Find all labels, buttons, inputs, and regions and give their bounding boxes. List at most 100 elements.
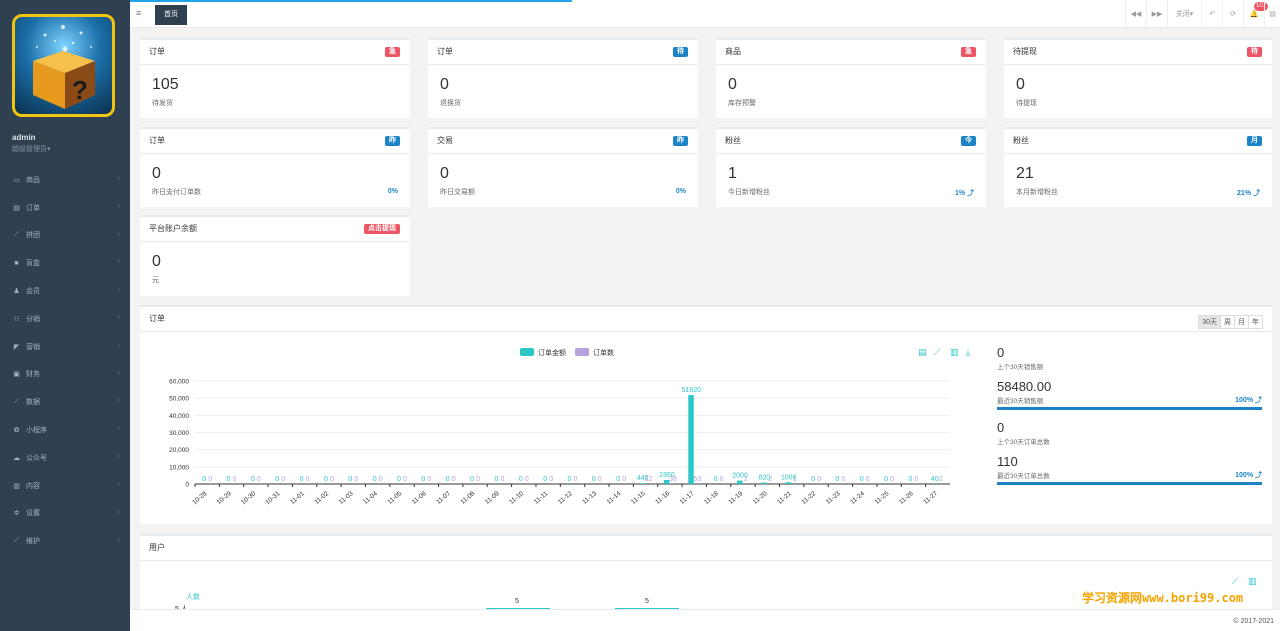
sidebar-item-finance[interactable]: ▣ 财务 ‹ [0,361,130,389]
pending-tag: 待 [673,47,688,57]
sidebar-item-label: 盲盒 [26,260,40,268]
sidebar-item-distribution[interactable]: ⚇ 分销 ‹ [0,305,130,333]
sidebar-item-blind-box[interactable]: ■ 盲盒 ‹ [0,249,130,277]
refresh-button[interactable]: ⟳ [1222,0,1243,27]
bar-chart-icon[interactable]: ▥ [950,347,959,357]
tab-home[interactable]: 首页 [155,5,187,25]
x-tick-label: 10-30 [240,490,258,506]
range-month-button[interactable]: 月 [1234,315,1249,329]
bar-chart-icon[interactable]: ▥ [1248,576,1257,586]
sidebar-item-members[interactable]: ♟ 会员 ‹ [0,277,130,305]
today-tag: 今 [961,136,976,146]
sidebar-item-orders[interactable]: ▤ 订单 ‹ [0,194,130,222]
backward-icon: ◀◀ [1130,10,1142,18]
sidebar-item-maintenance[interactable]: ⟋ 维护 ‹ [0,527,130,555]
card-title: 商品 [716,40,986,65]
notification-button[interactable]: 🔔 107 [1243,0,1269,27]
chevron-left-icon: ‹ [117,452,120,460]
x-tick-label: 11-12 [557,490,574,506]
sidebar-item-official-account[interactable]: ☁ 公众号 ‹ [0,444,130,472]
sidebar-item-content[interactable]: ▥ 内容 ‹ [0,472,130,500]
chevron-left-icon: ‹ [117,397,120,405]
copyright: © 2017-2021 [1233,618,1274,625]
withdraw-button[interactable]: 点击提现 [364,224,400,234]
card-subtitle: 元 [152,277,159,284]
data-label: 0 [592,476,596,483]
x-tick-label: 11-19 [727,490,744,506]
data-label: 0 [884,476,888,483]
range-week-button[interactable]: 周 [1220,315,1235,329]
tab-scroll-left-button[interactable]: ◀◀ [1125,0,1146,27]
data-label: 0 [324,476,328,483]
download-icon[interactable]: ⤓ [966,347,970,357]
data-label: 0 [817,476,821,483]
book-icon: ▥ [13,482,20,490]
x-tick-label: 11-23 [825,490,842,506]
sidebar-item-label: 内容 [26,482,40,490]
users-bar-label: 5 [515,598,519,605]
user-role-dropdown[interactable]: 超级管理员▾ [12,146,51,153]
x-tick-label: 11-10 [508,490,525,506]
sidebar-item-data[interactable]: ⟋ 数据 ‹ [0,388,130,416]
sidebar-item-mini-program[interactable]: ✿ 小程序 ‹ [0,416,130,444]
sidebar-item-marketing[interactable]: ◤ 营销 ‹ [0,333,130,361]
card-platform-balance: 平台账户余额 点击提现 0 元 [140,215,410,296]
sidebar-item-settings[interactable]: ✲ 设置 ‹ [0,500,130,528]
chevron-left-icon: ‹ [117,230,120,238]
range-year-button[interactable]: 年 [1248,315,1263,329]
users-bar-label: 5 [645,598,649,605]
avatar[interactable]: ? [12,14,115,117]
data-label: 0 [616,476,620,483]
data-label: 12 [645,476,653,483]
progress-bar [997,407,1262,410]
x-tick-label: 11-06 [411,490,428,506]
stat-prev-30-sales: 0 上个30天销售额 [997,345,1262,371]
card-percent: 0% [387,188,398,195]
data-label: 1 [793,476,797,483]
data-label: 0 [811,476,815,483]
tab-scroll-right-button[interactable]: ▶▶ [1146,0,1167,27]
card-subtitle: 今日新增粉丝 [728,189,770,196]
menu-toggle-icon[interactable]: ≡ [136,8,142,18]
users-panel: 用户 ⟋ ▥ 人数 5 人 5 5 [140,534,1272,609]
card-title: 待提现 [1004,40,1272,65]
data-label: 0 [300,476,304,483]
data-label: 0 [421,476,425,483]
urgent-tag: 急 [385,47,400,57]
data-view-icon[interactable]: ▤ [918,347,927,357]
card-value: 0 [152,165,161,182]
card-month-fans: 粉丝 月 21 本月新增粉丝 21% ⤴ [1004,127,1272,207]
back-button[interactable]: ↶ [1201,0,1222,27]
card-subtitle: 退换货 [440,100,461,107]
card-pending-shipment: 订单 急 105 待发货 [140,38,410,118]
x-tick-label: 11-17 [679,490,696,506]
data-label: 0 [494,476,498,483]
card-subtitle: 昨日交易额 [440,189,475,196]
message-button[interactable]: ▤ [1264,0,1280,27]
data-label: 0 [841,476,845,483]
data-label: 0 [281,476,285,483]
data-label: 0 [427,476,431,483]
line-chart-icon[interactable]: ⟋ [1232,576,1239,586]
urgent-tag: 急 [961,47,976,57]
sidebar-item-group-buy[interactable]: ⟋ 拼团 ‹ [0,222,130,250]
data-label: 51820 [682,387,702,394]
data-label: 0 [306,476,310,483]
line-chart-icon[interactable]: ⟋ [934,347,941,357]
chevron-left-icon: ‹ [117,286,120,294]
close-tabs-dropdown[interactable]: 关闭▾ [1167,0,1201,27]
orders-bar-chart: 订单金额 订单数 ▤ ⟋ ▥ ⤓ 0 10,000 20,000 30,000 40,000 50,0… [169,347,970,506]
data-label: 0 [915,476,919,483]
notification-count-badge: 107 [1254,2,1269,11]
card-value: 0 [440,165,449,182]
stat-label: 最近30天订单总数 [997,473,1050,480]
users-bar [615,608,679,609]
bar [639,483,646,484]
sidebar-item-goods[interactable]: ▭ 商品 ‹ [0,166,130,194]
stat-value: 58480.00 [997,379,1052,394]
card-value: 21 [1016,165,1034,182]
range-30-days-button[interactable]: 30天 [1198,315,1221,329]
users-y-tick: 5 人 [175,604,188,609]
refresh-icon: ⟳ [1230,10,1236,18]
data-label: 0 [446,476,450,483]
